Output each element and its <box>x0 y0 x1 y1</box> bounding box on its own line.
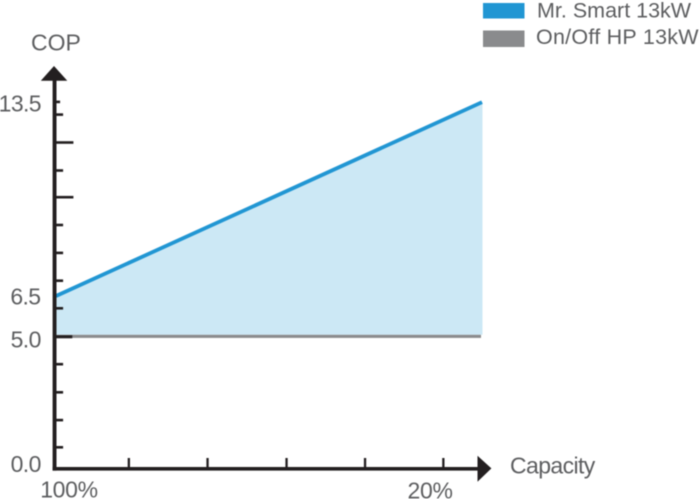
svg-text:COP: COP <box>31 29 81 55</box>
svg-text:100%: 100% <box>40 476 98 499</box>
svg-text:Capacity: Capacity <box>510 452 596 478</box>
svg-text:Mr. Smart 13kW: Mr. Smart 13kW <box>537 0 692 22</box>
svg-text:0.0: 0.0 <box>11 451 41 477</box>
svg-text:5.0: 5.0 <box>11 327 41 353</box>
svg-text:6.5: 6.5 <box>10 283 40 309</box>
svg-text:20%: 20% <box>408 477 453 499</box>
svg-text:On/Off HP 13kW: On/Off HP 13kW <box>536 25 699 49</box>
svg-text:13.5: 13.5 <box>0 91 41 117</box>
